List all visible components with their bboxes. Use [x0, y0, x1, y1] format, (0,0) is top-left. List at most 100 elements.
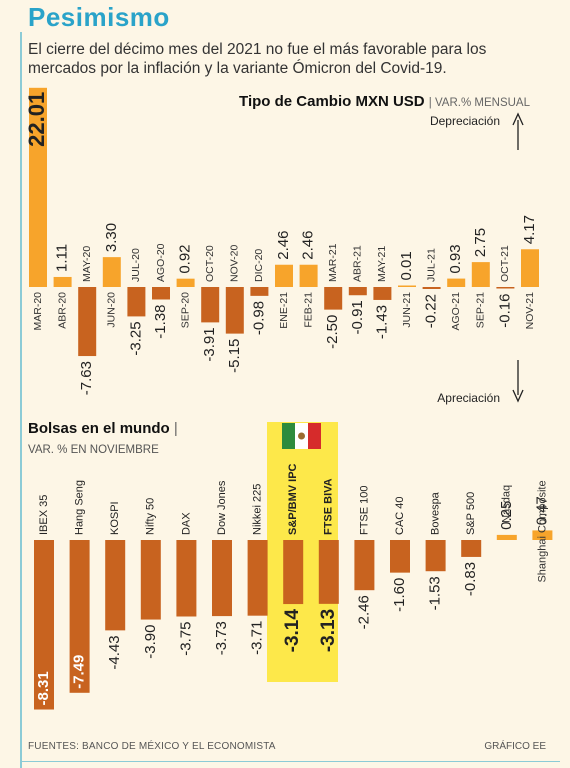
fx-bar — [127, 287, 146, 317]
fx-value-label: -0.91 — [349, 300, 366, 334]
mexico-flag-icon — [282, 423, 321, 449]
fx-value-label: -0.16 — [496, 294, 513, 328]
fx-bars: 22.01 MAR-20 1.11 ABR-20 MAY-20 -7.63 3.30 JUN-… — [24, 87, 539, 395]
stock-value-label: 0.47 — [533, 496, 550, 525]
fx-category-label: JUN-21 — [401, 292, 413, 328]
fx-value-label: -0.98 — [250, 301, 267, 335]
fx-bar — [201, 287, 220, 323]
fx-bar — [275, 264, 293, 287]
stock-category-label: CAC 40 — [394, 496, 406, 535]
stock-category-label: S&P/BMV IPC — [287, 463, 299, 535]
stock-category-label: Dow Jones — [216, 480, 228, 535]
fx-category-label: SEP-20 — [179, 292, 191, 328]
fx-category-label: JUL-20 — [130, 248, 142, 282]
fx-bar — [176, 278, 195, 287]
fx-bar — [29, 87, 47, 287]
fx-bar — [521, 249, 539, 287]
fx-chart-title-text: Tipo de Cambio MXN USD — [239, 93, 425, 110]
fx-category-label: AGO-21 — [450, 292, 462, 331]
stock-value-label: -2.46 — [355, 595, 372, 629]
fx-bar — [398, 285, 416, 287]
fx-value-label: 2.46 — [300, 231, 317, 260]
fx-category-label: ABR-21 — [352, 245, 364, 282]
fx-value-label: 0.93 — [447, 244, 464, 273]
stock-value-label: -3.90 — [142, 625, 159, 659]
bottom-rule — [20, 761, 560, 762]
fx-category-label: NOV-21 — [524, 292, 536, 330]
fx-bar — [102, 257, 121, 287]
fx-bar — [299, 264, 318, 287]
stock-category-label: Nifty 50 — [145, 498, 157, 535]
fx-value-label: 2.75 — [472, 228, 489, 257]
stock-value-label: -7.49 — [71, 655, 88, 689]
stock-bar — [532, 530, 553, 540]
stock-value-label: -3.75 — [177, 622, 194, 656]
fx-bar — [422, 287, 441, 289]
fx-arrows — [512, 112, 524, 403]
stock-category-label: Bovespa — [430, 491, 442, 535]
stock-category-label: FTSE BIVA — [323, 478, 335, 535]
stock-category-label: KOSPI — [109, 501, 121, 535]
stock-bar — [318, 540, 339, 604]
fx-category-label: MAR-20 — [32, 292, 44, 331]
fx-category-label: DIC-20 — [253, 249, 265, 282]
stock-bars: IBEX 35 -8.31 Hang Seng -7.49 KOSPI -4.43 Nift… — [34, 463, 553, 710]
stock-bar — [69, 540, 90, 693]
fx-value-label: 4.17 — [521, 215, 538, 244]
fx-bar — [324, 287, 343, 310]
fx-category-label: JUN-20 — [106, 292, 118, 328]
stock-value-label: -8.31 — [35, 671, 52, 705]
fx-value-label: 2.46 — [275, 231, 292, 260]
stock-category-label: Shanghai Composite — [536, 480, 548, 582]
stock-bar — [496, 534, 517, 540]
stock-bar — [425, 540, 446, 572]
stock-bar — [34, 540, 54, 710]
stock-value-label: -4.43 — [106, 635, 123, 669]
fx-chart-unit-sep: | — [428, 97, 435, 109]
stocks-chart-title-sep: | — [173, 420, 178, 437]
fx-category-label: AGO-20 — [155, 243, 167, 282]
stock-category-label: IBEX 35 — [38, 495, 50, 535]
fx-bar — [471, 262, 490, 287]
fx-category-label: FEB-21 — [302, 292, 314, 328]
fx-category-label: ENE-21 — [278, 292, 290, 329]
stock-value-label: 0.25 — [498, 501, 515, 530]
fx-category-label: MAR-21 — [327, 243, 339, 282]
fx-value-label: -2.50 — [324, 315, 341, 349]
down-arrow-icon — [512, 389, 524, 403]
fx-bar — [373, 287, 392, 300]
stock-category-label: Nikkei 225 — [252, 484, 264, 535]
graphic-credit: GRÁFICO EE — [484, 741, 546, 752]
fx-category-label: NOV-20 — [229, 244, 241, 282]
stock-value-label: -3.71 — [249, 621, 266, 655]
stock-category-label: DAX — [180, 512, 192, 535]
stocks-chart-title: Bolsas en el mundo | — [28, 420, 178, 437]
fx-value-label: -0.22 — [423, 294, 440, 328]
stock-value-label: -3.73 — [213, 621, 230, 655]
stock-value-label: -3.13 — [318, 609, 339, 652]
source-note: FUENTES: BANCO DE MÉXICO Y EL ECONOMISTA — [28, 741, 276, 752]
fx-bar — [348, 287, 367, 296]
fx-value-label: -1.38 — [152, 304, 169, 338]
fx-category-label: SEP-21 — [475, 292, 487, 328]
stock-category-label: S&P 500 — [465, 492, 477, 535]
stock-value-label: -1.60 — [391, 578, 408, 612]
appreciation-label: Apreciación — [437, 391, 500, 405]
stock-bar — [247, 540, 268, 616]
header: Pesimismo — [0, 0, 570, 34]
fx-bar — [152, 287, 170, 300]
depreciation-label: Depreciación — [429, 114, 500, 128]
up-arrow-icon — [512, 112, 524, 126]
stock-bar — [176, 540, 197, 617]
fx-value-label: 3.30 — [103, 223, 120, 252]
page-title: Pesimismo — [28, 2, 170, 32]
stock-bar — [461, 540, 482, 557]
stock-category-label: Nasdaq — [501, 485, 513, 523]
fx-value-label: -3.91 — [201, 327, 218, 361]
fx-category-label: OCT-21 — [499, 245, 511, 282]
fx-bar — [53, 276, 72, 287]
stock-category-label: FTSE 100 — [358, 485, 370, 535]
fx-bar — [496, 287, 515, 289]
